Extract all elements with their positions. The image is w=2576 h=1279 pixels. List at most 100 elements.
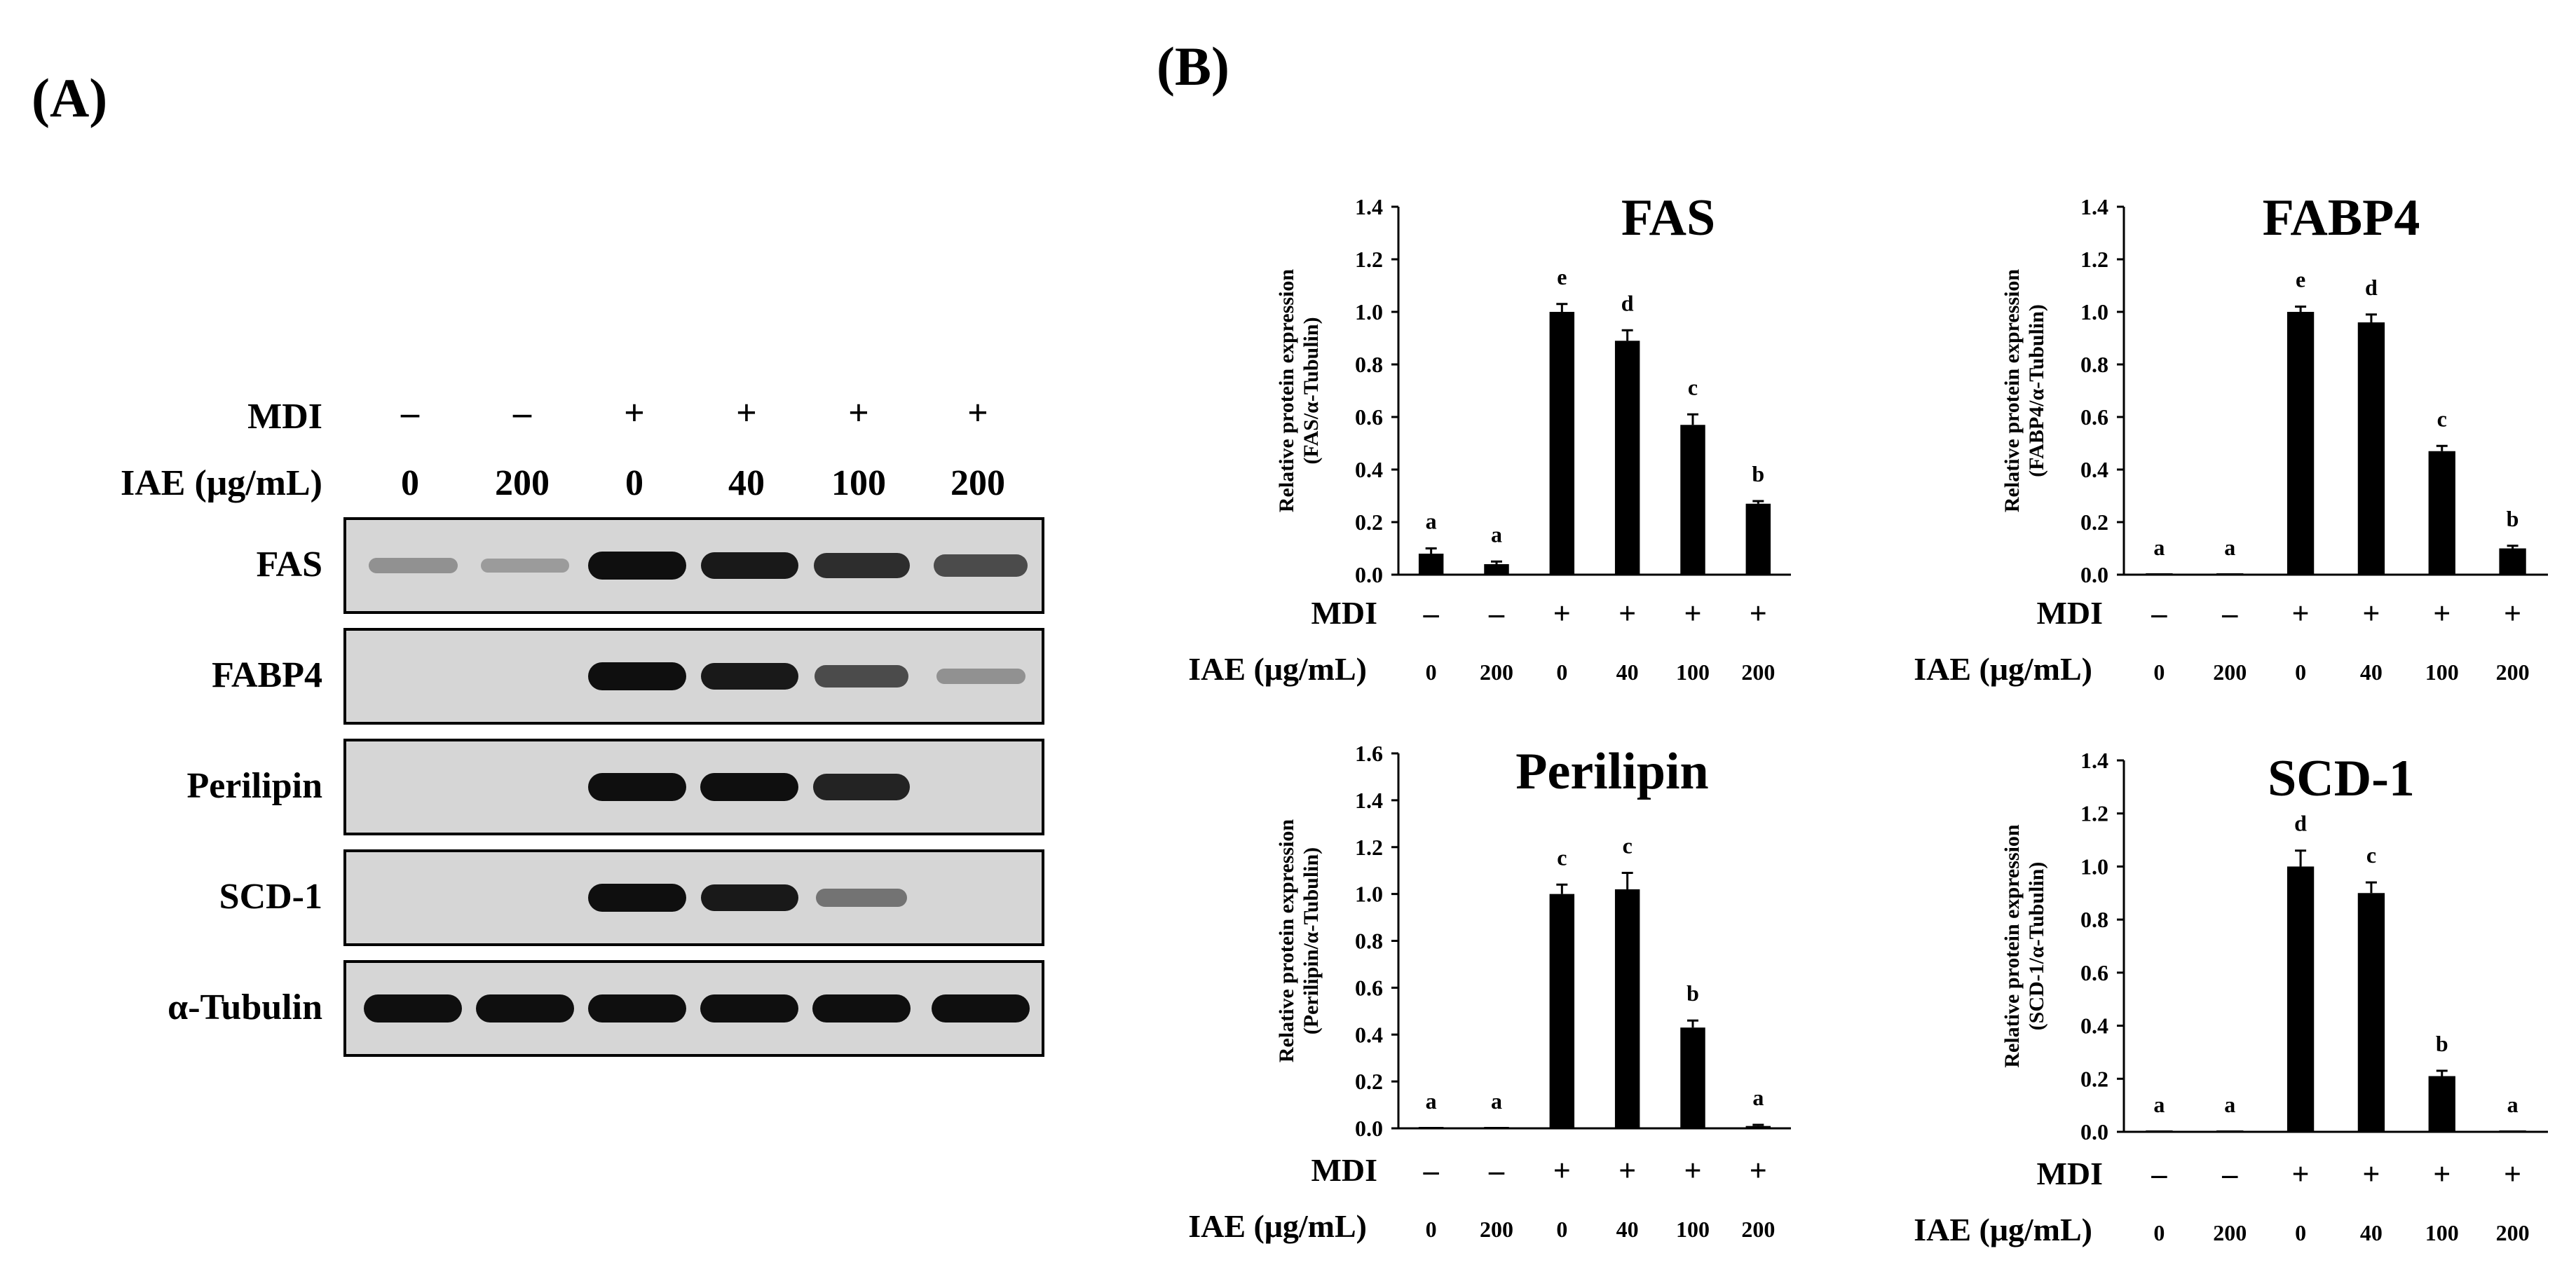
- blot-strip: [343, 849, 1044, 946]
- mdi-sign: +: [2292, 1157, 2310, 1191]
- y-tick-label: 0.6: [2080, 404, 2108, 430]
- bar: [1549, 894, 1575, 1128]
- protein-band: [700, 773, 798, 801]
- iae-dose: 200: [1741, 659, 1775, 685]
- mdi-sign: –: [2221, 596, 2238, 631]
- y-tick-label: 1.2: [1355, 835, 1383, 860]
- y-tick-label: 1.0: [1355, 299, 1383, 324]
- mdi-sign: +: [1553, 1154, 1571, 1188]
- mdi-sign: –: [1423, 1154, 1440, 1188]
- iae-dose: 0: [1556, 1217, 1567, 1242]
- mdi-sign: +: [967, 393, 988, 433]
- iae-row-label: IAE (μg/mL): [1914, 1212, 2092, 1247]
- protein-band: [700, 994, 798, 1022]
- protein-band: [816, 889, 907, 907]
- iae-row-label: IAE (μg/mL): [1188, 1208, 1367, 1244]
- bar: [1549, 312, 1575, 575]
- significance-letter: a: [2507, 1092, 2519, 1117]
- significance-letter: d: [2294, 811, 2307, 836]
- iae-dose: 200: [950, 463, 1005, 503]
- y-tick-label: 0.8: [2080, 352, 2108, 377]
- mdi-row-label: MDI: [1311, 1152, 1377, 1188]
- y-tick-label: 1.2: [2080, 801, 2108, 826]
- y-tick-label: 1.2: [1355, 247, 1383, 272]
- significance-letter: e: [1557, 264, 1567, 289]
- blot-strip: [343, 517, 1044, 614]
- y-tick-label: 0.0: [1355, 1116, 1383, 1141]
- mdi-sign: +: [2433, 1157, 2451, 1191]
- protein-band: [932, 994, 1030, 1022]
- bar: [2287, 866, 2315, 1132]
- mdi-sign: +: [2433, 596, 2451, 631]
- iae-dose: 200: [1741, 1217, 1775, 1242]
- mdi-sign: +: [2362, 596, 2380, 631]
- mdi-row-label: MDI: [2036, 595, 2103, 631]
- significance-letter: c: [1623, 833, 1633, 859]
- y-axis-label: (Perilipin/α-Tubulin): [1300, 847, 1323, 1034]
- y-axis-label: Relative protein expression: [1275, 269, 1298, 513]
- y-tick-label: 1.2: [2080, 247, 2108, 272]
- iae-dose: 40: [728, 463, 765, 503]
- y-tick-label: 0.4: [1355, 1022, 1383, 1047]
- mdi-sign: +: [1618, 596, 1636, 631]
- y-axis-label: (SCD-1/α-Tubulin): [2025, 862, 2048, 1031]
- mdi-sign: +: [624, 393, 645, 433]
- protein-band: [812, 994, 911, 1022]
- iae-dose: 0: [2153, 1220, 2165, 1245]
- protein-band: [934, 554, 1028, 577]
- iae-dose: 0: [2295, 659, 2306, 685]
- significance-letter: c: [1688, 374, 1698, 399]
- iae-dose: 40: [1616, 1217, 1639, 1242]
- significance-letter: a: [2153, 1092, 2165, 1117]
- significance-letter: a: [1491, 1088, 1502, 1114]
- iae-dose: 0: [625, 463, 643, 503]
- significance-letter: b: [1686, 980, 1699, 1006]
- y-tick-label: 1.0: [1355, 882, 1383, 907]
- bar: [2499, 1130, 2526, 1132]
- mdi-sign: –: [401, 393, 419, 433]
- iae-dose: 100: [1676, 659, 1710, 685]
- y-tick-label: 1.4: [2080, 194, 2108, 219]
- mdi-sign: –: [513, 393, 531, 433]
- significance-letter: b: [1752, 461, 1764, 486]
- blot-label: FABP4: [212, 655, 322, 695]
- y-tick-label: 1.4: [2080, 748, 2108, 773]
- bar: [2357, 893, 2385, 1132]
- mdi-sign: +: [2292, 596, 2310, 631]
- significance-letter: d: [2365, 275, 2378, 300]
- iae-dose: 200: [1480, 1217, 1513, 1242]
- chart-title: FABP4: [2263, 189, 2420, 247]
- chart-title: FAS: [1621, 189, 1715, 247]
- protein-band: [700, 884, 798, 912]
- y-tick-label: 1.0: [2080, 299, 2108, 324]
- bar: [1614, 889, 1640, 1128]
- bar: [2216, 573, 2244, 575]
- significance-letter: a: [2224, 535, 2235, 560]
- iae-dose: 100: [2425, 1220, 2459, 1245]
- protein-band: [368, 558, 458, 573]
- protein-band: [813, 553, 910, 578]
- significance-letter: b: [2436, 1031, 2448, 1056]
- protein-band: [588, 994, 686, 1022]
- iae-dose: 0: [2153, 659, 2165, 685]
- y-tick-label: 0.0: [2080, 562, 2108, 587]
- mdi-row-label: MDI: [2036, 1156, 2103, 1191]
- y-axis-label: Relative protein expression: [1275, 819, 1298, 1063]
- significance-letter: a: [2224, 1092, 2235, 1117]
- bar: [2428, 1076, 2455, 1132]
- y-tick-label: 1.0: [2080, 854, 2108, 879]
- iae-dose: 40: [2360, 1220, 2383, 1245]
- protein-band: [815, 665, 908, 688]
- blot-strip: [343, 960, 1044, 1057]
- iae-dose: 100: [831, 463, 886, 503]
- mdi-sign: –: [2151, 596, 2167, 631]
- blot-label: SCD-1: [219, 877, 322, 917]
- y-tick-label: 0.8: [1355, 352, 1383, 377]
- iae-dose: 100: [1676, 1217, 1710, 1242]
- protein-band: [476, 994, 574, 1022]
- iae-dose: 0: [2295, 1220, 2306, 1245]
- bar: [2287, 312, 2315, 575]
- y-tick-label: 1.6: [1355, 741, 1383, 766]
- iae-dose: 200: [2213, 1220, 2247, 1245]
- mdi-sign: +: [736, 393, 757, 433]
